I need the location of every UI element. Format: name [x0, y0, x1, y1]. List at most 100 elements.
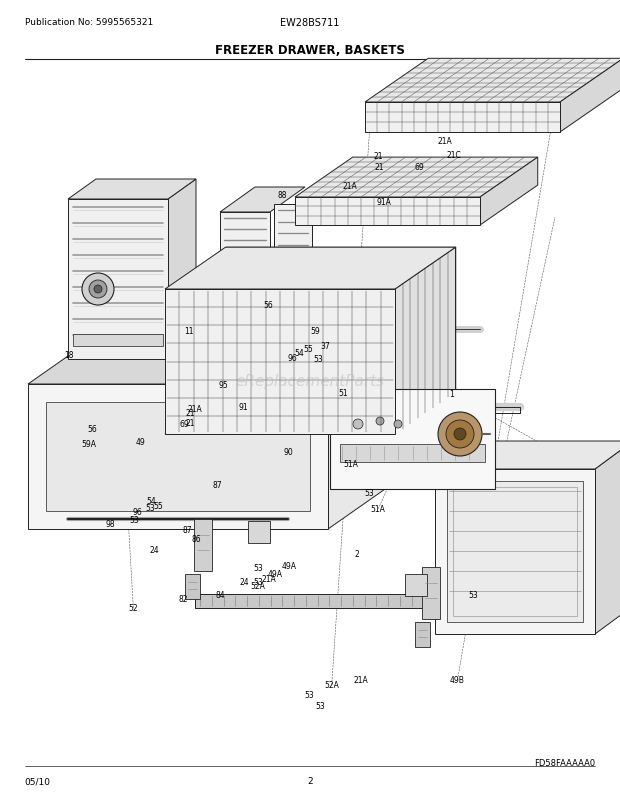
Text: Publication No: 5995565321: Publication No: 5995565321 [25, 18, 153, 26]
Polygon shape [168, 180, 196, 359]
Polygon shape [480, 158, 538, 225]
Text: 53: 53 [304, 690, 314, 699]
Text: 84: 84 [215, 590, 225, 600]
Text: 24: 24 [149, 545, 159, 554]
Circle shape [353, 419, 363, 429]
Text: 21A: 21A [188, 404, 203, 414]
Text: 21A: 21A [438, 136, 453, 146]
Text: 96: 96 [133, 507, 143, 516]
Text: 91A: 91A [376, 197, 391, 207]
Polygon shape [295, 198, 480, 225]
Text: 49: 49 [136, 437, 146, 447]
Polygon shape [435, 469, 595, 634]
Polygon shape [330, 390, 495, 489]
Text: 55: 55 [153, 501, 163, 511]
Circle shape [394, 420, 402, 428]
Polygon shape [28, 384, 328, 529]
Circle shape [89, 281, 107, 298]
Polygon shape [365, 103, 560, 133]
Text: 53: 53 [314, 354, 324, 364]
Polygon shape [165, 290, 395, 435]
Circle shape [454, 428, 466, 440]
Text: 87: 87 [182, 525, 192, 535]
Polygon shape [68, 180, 196, 200]
Text: 96: 96 [287, 353, 297, 363]
Polygon shape [340, 444, 485, 463]
Text: 11: 11 [184, 326, 193, 336]
Text: 53: 53 [253, 577, 263, 587]
Text: 53: 53 [316, 701, 326, 711]
Text: FREEZER DRAWER, BASKETS: FREEZER DRAWER, BASKETS [215, 44, 405, 57]
Polygon shape [194, 520, 212, 571]
Text: 69: 69 [415, 162, 425, 172]
Text: 24: 24 [239, 577, 249, 587]
Circle shape [446, 420, 474, 448]
Polygon shape [560, 59, 620, 133]
Circle shape [376, 418, 384, 426]
Text: 87: 87 [213, 480, 223, 490]
Text: 86: 86 [192, 534, 202, 544]
Text: 69: 69 [180, 419, 190, 429]
Text: 49B: 49B [450, 675, 465, 685]
Polygon shape [447, 481, 583, 622]
Text: 51A: 51A [371, 504, 386, 514]
Polygon shape [185, 574, 200, 599]
Polygon shape [595, 441, 620, 634]
Polygon shape [415, 622, 430, 647]
Text: 2: 2 [355, 549, 360, 558]
Text: 53: 53 [146, 503, 156, 512]
Text: 59: 59 [310, 326, 320, 336]
Text: 21C: 21C [446, 151, 461, 160]
Text: 52: 52 [128, 603, 138, 613]
Text: 59A: 59A [81, 439, 96, 448]
Text: 51A: 51A [343, 459, 358, 468]
Text: 53: 53 [130, 515, 140, 525]
Polygon shape [328, 342, 388, 529]
Circle shape [438, 412, 482, 456]
Text: EW28BS711: EW28BS711 [280, 18, 340, 27]
Text: eReplacementParts: eReplacementParts [236, 374, 384, 388]
Text: 95: 95 [218, 380, 228, 390]
Text: FD58FAAAAA0: FD58FAAAAA0 [534, 758, 595, 767]
Polygon shape [68, 200, 168, 359]
Polygon shape [274, 205, 312, 286]
Text: 21: 21 [373, 152, 383, 161]
Polygon shape [165, 248, 456, 290]
Polygon shape [248, 521, 270, 543]
Circle shape [94, 286, 102, 294]
Polygon shape [195, 594, 440, 608]
Text: 88: 88 [277, 190, 287, 200]
Text: 56: 56 [87, 424, 97, 434]
Text: 37: 37 [321, 342, 330, 351]
Text: 53: 53 [253, 563, 263, 573]
Text: 53: 53 [469, 590, 479, 600]
Polygon shape [422, 567, 440, 619]
Text: 91: 91 [239, 403, 249, 412]
Text: 52A: 52A [324, 680, 339, 690]
Text: 54: 54 [146, 496, 156, 505]
Text: 21: 21 [374, 162, 384, 172]
Text: 21: 21 [185, 418, 195, 427]
Text: 49A: 49A [282, 561, 297, 571]
Polygon shape [46, 403, 310, 512]
Text: 90: 90 [283, 447, 293, 456]
Text: 98: 98 [105, 519, 115, 529]
Text: 53: 53 [364, 488, 374, 497]
Polygon shape [435, 441, 620, 469]
Polygon shape [226, 248, 456, 393]
Text: 51: 51 [338, 388, 348, 398]
Polygon shape [405, 574, 427, 596]
Text: 2: 2 [307, 776, 313, 785]
Circle shape [82, 273, 114, 306]
Polygon shape [165, 393, 456, 435]
Text: 56: 56 [263, 301, 273, 310]
Text: 55: 55 [303, 344, 313, 354]
Text: 82: 82 [178, 594, 188, 604]
Polygon shape [365, 59, 620, 103]
Polygon shape [220, 188, 305, 213]
Text: 05/10: 05/10 [25, 776, 51, 785]
Polygon shape [73, 334, 163, 346]
Text: 54: 54 [294, 348, 304, 358]
Text: 18: 18 [64, 350, 74, 360]
Text: 49A: 49A [267, 569, 282, 579]
